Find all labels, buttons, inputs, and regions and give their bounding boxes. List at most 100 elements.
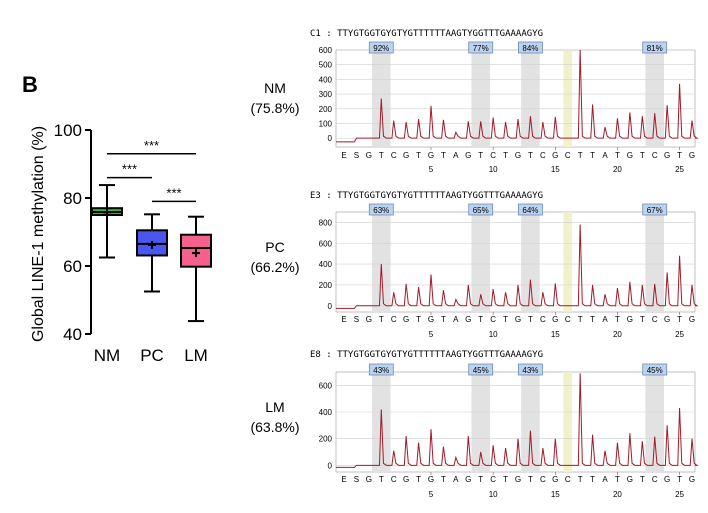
dispensation-letter: A: [453, 151, 459, 160]
dispensation-letter: G: [552, 475, 558, 484]
dispensation-letter: C: [652, 151, 658, 160]
methylation-percent-label: 43%: [522, 366, 538, 375]
dispensation-letter: A: [453, 315, 459, 324]
y-tick-label: 500: [319, 61, 333, 70]
dispensation-letter: T: [441, 475, 446, 484]
dispensation-letter: G: [403, 151, 409, 160]
y-tick-label: 60: [63, 257, 82, 276]
y-tick-label: 200: [319, 105, 333, 114]
methylation-percent-label: 77%: [473, 44, 489, 53]
sequence-label: E3 : TTYGTGGTGYGTYGTTTTTTAAGTYGGTTTGAAAA…: [310, 191, 543, 201]
dispensation-letter: G: [515, 315, 521, 324]
pyrogram-trace: [336, 224, 699, 309]
dispensation-letter: G: [689, 315, 695, 324]
boxplot-chart: 40 60 80 100 Global LINE-1 methylation (%) NM…: [30, 121, 212, 365]
dispensation-letter: C: [652, 475, 658, 484]
dispensation-letter: T: [578, 475, 583, 484]
sample-group-value: (63.8%): [250, 419, 299, 435]
y-tick-label: 600: [319, 46, 333, 55]
significance-label: ***: [166, 185, 181, 200]
methylation-percent-label: 45%: [647, 366, 663, 375]
dispensation-letter: C: [490, 151, 496, 160]
y-tick-label: 0: [328, 134, 333, 143]
dispensation-highlight: [563, 50, 573, 147]
dispensation-letter: A: [602, 475, 608, 484]
dispensation-letter: T: [416, 151, 421, 160]
dispensation-letter: G: [366, 315, 372, 324]
dispensation-letter: S: [354, 151, 359, 160]
y-tick-label: 800: [319, 218, 333, 227]
cpg-shade: [471, 372, 491, 472]
dispensation-letter: G: [515, 475, 521, 484]
dispensation-letter: G: [664, 151, 670, 160]
dispensation-letter: T: [416, 315, 421, 324]
dispensation-letter: C: [391, 315, 397, 324]
dispensation-letter: T: [503, 475, 508, 484]
methylation-badge: [468, 41, 494, 54]
significance-label: ***: [122, 162, 137, 177]
sequence-label: C1 : TTYGTGGTGYGTYGTTTTTTAAGTYGGTTTGAAAA…: [310, 29, 543, 39]
methylation-percent-label: 65%: [473, 206, 489, 215]
dispensation-letter: A: [602, 151, 608, 160]
dispensation-highlight: [563, 212, 573, 312]
dispensation-letter: E: [341, 475, 346, 484]
dispensation-letter: G: [552, 151, 558, 160]
dispensation-letter: T: [441, 315, 446, 324]
x-tick-label: 25: [675, 490, 684, 499]
dispensation-letter: T: [379, 151, 384, 160]
cpg-shade: [645, 212, 665, 312]
dispensation-letter: G: [428, 151, 434, 160]
dispensation-letter: A: [453, 475, 459, 484]
y-tick-label: 0: [328, 461, 333, 470]
dispensation-letter: G: [664, 315, 670, 324]
methylation-badge: [642, 203, 668, 216]
cpg-shade: [471, 212, 491, 312]
iqr-box: [136, 229, 168, 257]
y-tick-label: 100: [54, 121, 82, 140]
cpg-shade: [521, 212, 540, 312]
pyrogram-trace: [336, 373, 699, 468]
sample-group-value: (75.8%): [250, 100, 299, 116]
dispensation-letter: C: [490, 315, 496, 324]
dispensation-letter: T: [640, 315, 645, 324]
methylation-badge: [368, 41, 394, 54]
dispensation-letter: T: [528, 475, 533, 484]
dispensation-letter: G: [465, 151, 471, 160]
x-category-label: NM: [94, 346, 120, 365]
dispensation-letter: T: [478, 151, 483, 160]
dispensation-letter: T: [578, 315, 583, 324]
pyrogram-trace: [336, 49, 699, 143]
x-tick-label: 5: [429, 330, 434, 339]
dispensation-letter: G: [428, 315, 434, 324]
dispensation-letter: T: [416, 475, 421, 484]
dispensation-letter: G: [627, 315, 633, 324]
dispensation-letter: G: [465, 475, 471, 484]
methylation-badge: [368, 363, 394, 376]
dispensation-letter: C: [652, 315, 658, 324]
box-nm: [91, 184, 123, 259]
dispensation-letter: C: [540, 151, 546, 160]
y-tick-label: 0: [328, 302, 333, 311]
dispensation-letter: G: [465, 315, 471, 324]
dispensation-letter: T: [441, 151, 446, 160]
dispensation-letter: T: [677, 315, 682, 324]
cpg-shade: [645, 372, 665, 472]
pyrogram-nm: NM (75.8%) C1 : TTYGTGGTGYGTYGTTTTTTAAGTYG…: [250, 29, 699, 174]
dispensation-letter: T: [379, 475, 384, 484]
x-tick-label: 5: [429, 165, 434, 174]
dispensation-letter: T: [578, 151, 583, 160]
dispensation-letter: C: [391, 475, 397, 484]
methylation-percent-label: 43%: [373, 366, 389, 375]
dispensation-letter: G: [664, 475, 670, 484]
methylation-badge: [518, 203, 543, 216]
dispensation-letter: G: [403, 315, 409, 324]
methylation-badge: [368, 203, 394, 216]
dispensation-letter: T: [478, 475, 483, 484]
x-category-label: LM: [184, 346, 208, 365]
cpg-shade: [471, 50, 491, 147]
dispensation-letter: T: [677, 475, 682, 484]
dispensation-letter: G: [403, 475, 409, 484]
x-category-label: PC: [140, 346, 164, 365]
dispensation-letter: T: [379, 315, 384, 324]
